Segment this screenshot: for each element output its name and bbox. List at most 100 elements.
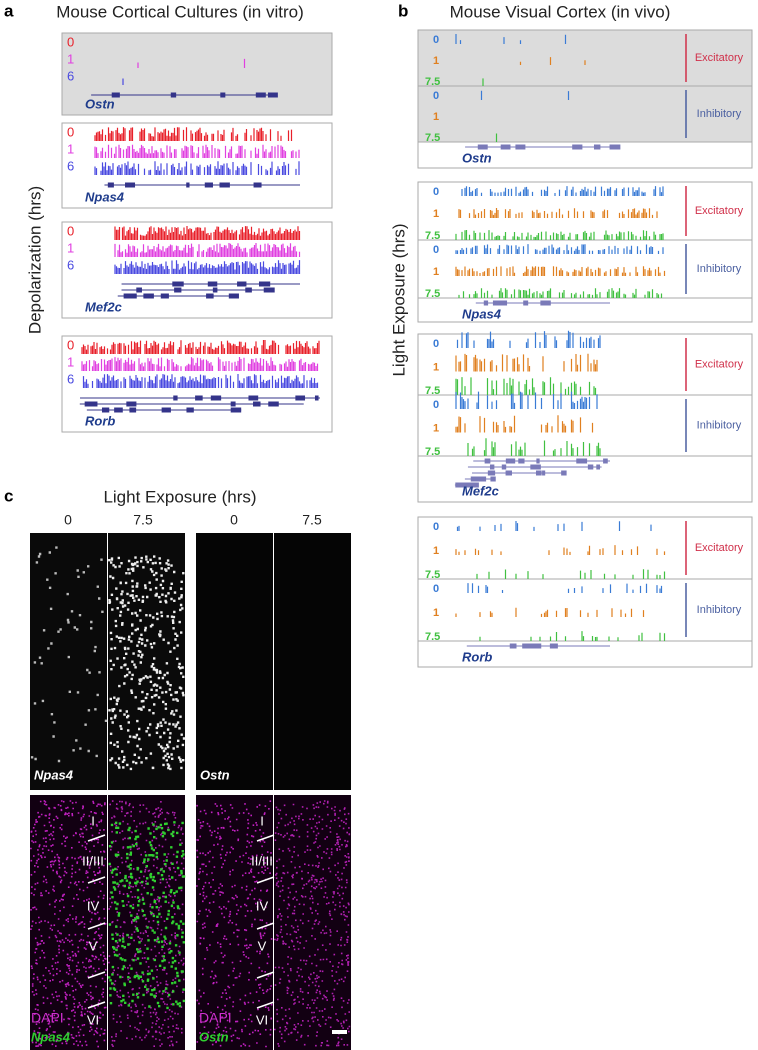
exon xyxy=(268,401,279,407)
cell-dots xyxy=(108,821,186,1010)
signal-track xyxy=(461,186,664,196)
exon xyxy=(505,458,516,464)
timepoint-label: 1 xyxy=(433,545,439,557)
signal-track xyxy=(467,438,601,456)
signal-track xyxy=(114,243,301,257)
micrograph xyxy=(30,795,107,1050)
signal-track xyxy=(82,374,319,388)
panel-title: Mouse Cortical Cultures (in vitro) xyxy=(56,2,304,21)
timepoint-label: 1 xyxy=(433,55,439,67)
exon xyxy=(542,470,546,476)
exon xyxy=(603,458,608,464)
exon xyxy=(522,643,534,649)
exon xyxy=(101,407,110,413)
probe-label: Ostn xyxy=(200,767,230,782)
exon xyxy=(561,470,567,476)
gene-label: Rorb xyxy=(462,649,492,664)
layer-boundary xyxy=(256,1001,275,1009)
exon xyxy=(500,144,511,150)
timepoint-label: 0 xyxy=(67,337,74,352)
exon xyxy=(267,92,278,98)
exon xyxy=(263,287,272,293)
exon xyxy=(509,643,517,649)
panel-letter: c xyxy=(4,486,13,505)
gene-label: Npas4 xyxy=(462,306,502,321)
exon xyxy=(220,92,226,98)
layer-boundary xyxy=(256,876,275,884)
signal-track xyxy=(81,357,319,371)
y-axis-label: Light Exposure (hrs) xyxy=(389,223,408,376)
exon xyxy=(487,470,496,476)
cell-dots xyxy=(108,555,186,771)
timepoint-label: 7.5 xyxy=(425,132,440,144)
timepoint-label: 0 xyxy=(433,399,439,411)
timepoint-label: 1 xyxy=(433,208,439,220)
exon xyxy=(123,293,130,299)
exon xyxy=(212,287,218,293)
signal-track xyxy=(480,90,570,100)
exon xyxy=(498,300,508,306)
exon xyxy=(245,287,252,293)
signal-track xyxy=(455,607,645,617)
signal-track xyxy=(455,353,598,372)
timepoint-label: 7.5 xyxy=(425,569,440,581)
exon xyxy=(478,476,486,482)
probe-label: Ostn xyxy=(199,1029,229,1044)
exon xyxy=(126,401,137,407)
exon xyxy=(490,476,496,482)
gene-box xyxy=(417,516,753,668)
signal-track xyxy=(479,631,666,641)
exon xyxy=(609,144,621,150)
signal-track xyxy=(455,34,567,44)
signal-track xyxy=(137,58,246,68)
exon xyxy=(314,395,319,401)
layer-label: V xyxy=(258,938,267,953)
layer-boundary xyxy=(256,922,275,930)
exon xyxy=(295,395,306,401)
timepoint-label: 1 xyxy=(67,240,74,255)
layer-label: II/III xyxy=(82,853,104,868)
timepoint-label: 7.5 xyxy=(425,230,440,242)
probe-label: Npas4 xyxy=(31,1029,71,1044)
timepoint-label: 7.5 xyxy=(425,446,440,458)
signal-track xyxy=(455,545,666,555)
layer-label: I xyxy=(260,813,264,828)
timepoint-label: 1 xyxy=(67,51,74,66)
gene-label: Ostn xyxy=(462,150,492,165)
cell-dots xyxy=(108,800,185,1047)
signal-track xyxy=(458,288,663,298)
exon xyxy=(535,470,542,476)
exon xyxy=(161,407,171,413)
signal-track xyxy=(455,377,597,395)
scale-bar xyxy=(332,1030,347,1034)
exon xyxy=(125,182,136,188)
signal-track xyxy=(114,260,301,274)
timepoint-label: 0 xyxy=(67,34,74,49)
cell-type-label: Inhibitory xyxy=(697,604,742,616)
layer-boundary xyxy=(87,922,106,930)
cell-type-label: Inhibitory xyxy=(697,108,742,120)
timepoint-label: 1 xyxy=(67,141,74,156)
exon xyxy=(532,464,541,470)
gene-label: Ostn xyxy=(85,96,115,111)
timepoint-label: 7.5 xyxy=(425,76,440,88)
exon xyxy=(253,401,261,407)
timepoint-label: 0 xyxy=(433,244,439,256)
column-label: 0 xyxy=(64,512,72,528)
signal-track xyxy=(458,208,658,218)
signal-track xyxy=(455,415,594,433)
panel-title: Light Exposure (hrs) xyxy=(103,487,256,506)
exon xyxy=(248,395,259,401)
exon xyxy=(260,281,271,287)
exon xyxy=(172,281,184,287)
exon xyxy=(530,464,535,470)
exon xyxy=(255,92,266,98)
exon xyxy=(484,458,491,464)
exon xyxy=(576,458,588,464)
timepoint-label: 7.5 xyxy=(425,631,440,643)
timepoint-label: 1 xyxy=(67,354,74,369)
exon xyxy=(230,401,236,407)
signal-track xyxy=(519,57,586,65)
exon xyxy=(186,407,194,413)
